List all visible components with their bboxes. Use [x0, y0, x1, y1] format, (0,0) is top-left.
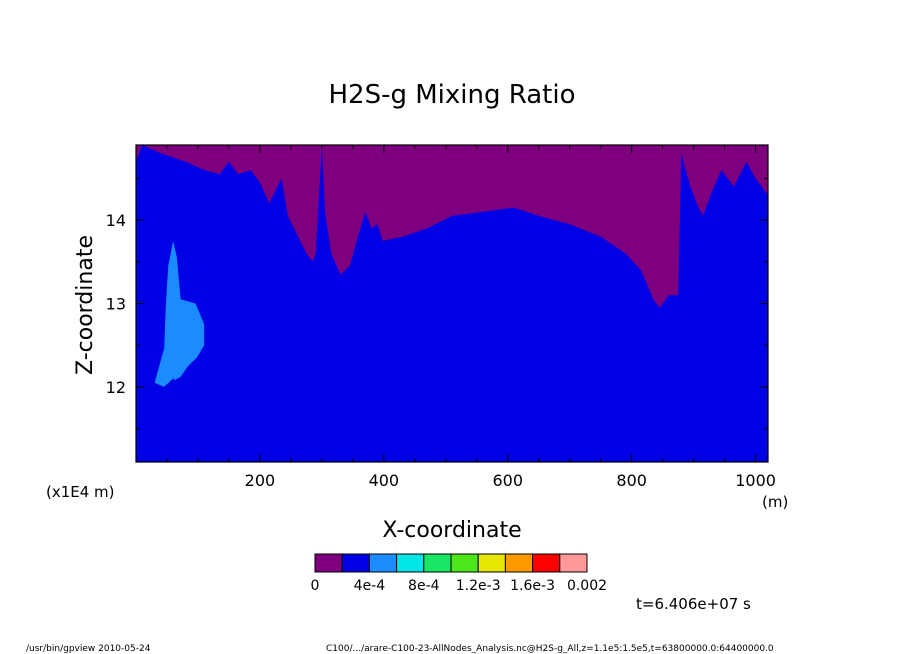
- footer-right: C100/.../arare-C100-23-AllNodes_Analysis…: [326, 644, 774, 654]
- y-tick-label-12: 12: [106, 378, 126, 397]
- x-tick-label-800: 800: [616, 471, 647, 490]
- colorbar-swatch-2: [341, 553, 370, 573]
- x-tick-label-400: 400: [369, 471, 400, 490]
- colorbar-swatch-8: [504, 553, 534, 573]
- y-tick-label-14: 14: [106, 211, 126, 230]
- colorbar-label-5: 1.6e-3: [510, 578, 555, 594]
- x-axis: 200 400 600 800 1000: [166, 145, 776, 490]
- colorbar-label-2: 4e-4: [354, 578, 386, 594]
- colorbar-swatch-10: [559, 553, 588, 573]
- x-tick-label-200: 200: [245, 471, 276, 490]
- colorbar-labels: 0 4e-4 8e-4 1.2e-3 1.6e-3 0.002: [311, 578, 608, 594]
- colorbar-swatch-4: [396, 553, 425, 573]
- colorbar-swatch-6: [450, 553, 479, 573]
- colorbar-swatch-5: [423, 553, 452, 573]
- colorbar-swatch-9: [532, 553, 561, 573]
- light-blue-patch-2: [163, 240, 205, 381]
- footer-left: /usr/bin/gpview 2010-05-24: [26, 644, 151, 654]
- y-axis-label: Z-coordinate: [73, 235, 98, 375]
- colorbar: [314, 553, 588, 573]
- y-scale-label: (x1E4 m): [46, 483, 115, 501]
- colorbar-label-3: 8e-4: [408, 578, 440, 594]
- y-axis: 12 13 14: [106, 177, 768, 430]
- colorbar-label-1: 0: [311, 578, 320, 594]
- chart-title: H2S-g Mixing Ratio: [328, 80, 575, 110]
- x-tick-label-1000: 1000: [735, 471, 776, 490]
- light-blue-patch-3: [190, 311, 202, 337]
- x-unit-label: (m): [762, 493, 788, 511]
- colorbar-label-6: 0.002: [567, 578, 607, 594]
- time-annotation: t=6.406e+07 s: [636, 595, 751, 613]
- x-axis-label: X-coordinate: [382, 518, 521, 543]
- x-tick-label-600: 600: [492, 471, 523, 490]
- plot-area: [135, 144, 769, 463]
- light-blue-patches: [154, 240, 205, 387]
- colorbar-swatch-7: [477, 553, 506, 573]
- colorbar-swatch-3: [368, 553, 398, 573]
- y-tick-label-13: 13: [106, 295, 126, 314]
- region-zero-concentration: [136, 145, 768, 308]
- light-blue-patch-1: [154, 349, 174, 387]
- colorbar-swatch-1: [314, 553, 343, 573]
- colorbar-label-4: 1.2e-3: [456, 578, 501, 594]
